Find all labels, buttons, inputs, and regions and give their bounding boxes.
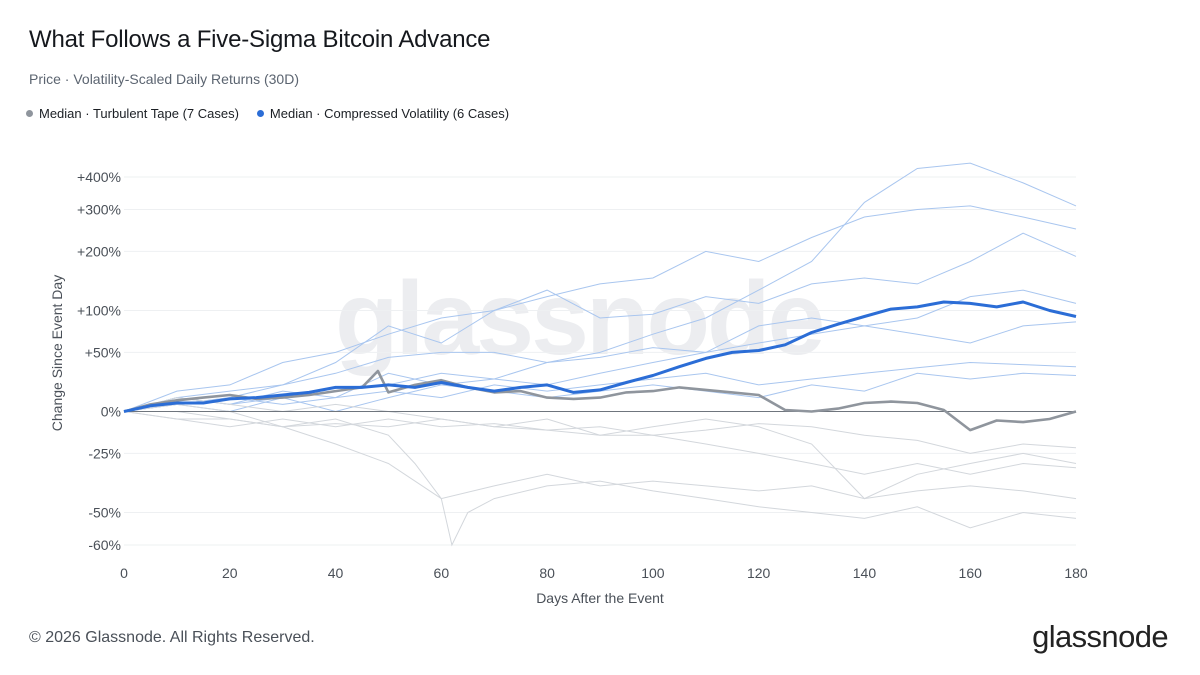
y-axis-label: Change Since Event Day [49,275,65,431]
background-case-line [123,403,1077,547]
y-tick-label: -60% [88,537,121,553]
legend-label-turbulent: Median · Turbulent Tape (7 Cases) [39,106,239,121]
legend: Median · Turbulent Tape (7 Cases) Median… [26,106,509,121]
legend-label-compressed: Median · Compressed Volatility (6 Cases) [269,106,510,121]
chart-subtitle: Price · Volatility-Scaled Daily Returns … [29,71,299,87]
series-line-turbulent [123,369,1077,432]
x-tick-label: 60 [434,565,450,581]
background-case-line [123,397,1077,500]
watermark-logo: glassnode [335,261,825,377]
background-case-line [123,411,1077,454]
y-tick-label: -25% [88,445,121,461]
y-tick-label: +200% [77,243,121,259]
y-tick-label: +50% [85,344,121,360]
x-axis-label: Days After the Event [536,590,664,606]
x-tick-label: 20 [222,565,238,581]
series-line-compressed [123,300,1077,413]
legend-item-compressed[interactable]: Median · Compressed Volatility (6 Cases) [256,106,510,121]
legend-dot-turbulent [26,110,33,117]
y-tick-label: 0% [101,403,121,419]
y-tick-label: +300% [77,202,121,218]
y-axis-ticks: +400% +300% +200% +100% +50% 0% -25% -50% -60% [77,169,121,553]
y-tick-label: -50% [88,504,121,520]
x-tick-label: 0 [120,565,128,581]
x-tick-label: 80 [539,565,555,581]
x-tick-label: 100 [641,565,665,581]
copyright-footer: © 2026 Glassnode. All Rights Reserved. [29,629,315,646]
legend-item-turbulent[interactable]: Median · Turbulent Tape (7 Cases) [26,106,239,121]
x-tick-label: 160 [959,565,983,581]
background-case-line [123,289,1077,412]
background-case-line [124,411,1077,500]
background-case-line [123,205,1077,412]
background-case-line [123,361,1077,412]
median-lines [123,300,1077,432]
x-tick-label: 140 [853,565,877,581]
background-case-line [123,162,1077,412]
x-axis-ticks: 0 20 40 60 80 100 120 140 160 180 [120,565,1088,581]
chart-title: What Follows a Five-Sigma Bitcoin Advanc… [29,26,491,53]
y-tick-label: +100% [77,303,121,319]
brand-logo: glassnode [1032,619,1169,654]
x-tick-label: 40 [328,565,344,581]
legend-dot-compressed [256,110,264,117]
x-tick-label: 180 [1064,565,1088,581]
background-case-lines [123,162,1077,547]
background-case-line [123,372,1077,413]
y-tick-label: +400% [77,169,121,185]
x-tick-label: 120 [747,565,771,581]
